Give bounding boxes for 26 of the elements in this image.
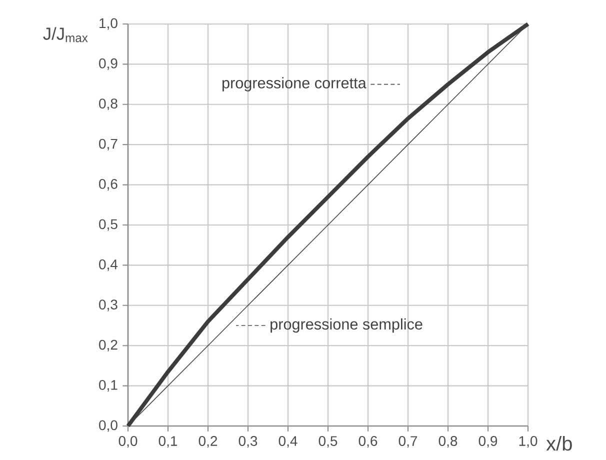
x-tick-label: 0,6 — [358, 436, 378, 448]
y-tick-label: 0,2 — [99, 340, 118, 352]
y-tick-label: 0,4 — [99, 259, 118, 271]
annotation: progressione corretta — [222, 77, 366, 92]
y-tick-label: 0,0 — [99, 420, 118, 432]
y-tick-label: 0,9 — [99, 58, 118, 70]
y-tick-label: 0,5 — [99, 219, 118, 231]
x-axis-title: x/b — [546, 436, 572, 451]
annotation: progressione semplice — [270, 318, 422, 333]
y-tick-label: 0,7 — [99, 138, 118, 150]
x-tick-label: 1,0 — [519, 436, 538, 448]
x-tick-label: 0,9 — [478, 436, 498, 448]
x-tick-label: 0,4 — [278, 436, 298, 448]
y-tick-label: 0,8 — [99, 98, 118, 110]
x-tick-label: 0,8 — [438, 436, 458, 448]
y-tick-label: 0,1 — [99, 380, 118, 392]
x-tick-label: 0,2 — [198, 436, 218, 448]
y-axis-title: J/J$_{max}$ — [43, 27, 88, 42]
x-tick-label: 0,5 — [318, 436, 338, 448]
x-tick-label: 0,1 — [158, 436, 178, 448]
y-tick-label: 0,3 — [99, 300, 118, 312]
y-tick-label: 1,0 — [100, 18, 118, 30]
x-tick-label: 0,7 — [398, 436, 418, 448]
y-tick-label: 0,6 — [99, 179, 118, 191]
x-tick-label: 0,0 — [118, 436, 138, 448]
x-tick-label: 0,3 — [238, 436, 258, 448]
